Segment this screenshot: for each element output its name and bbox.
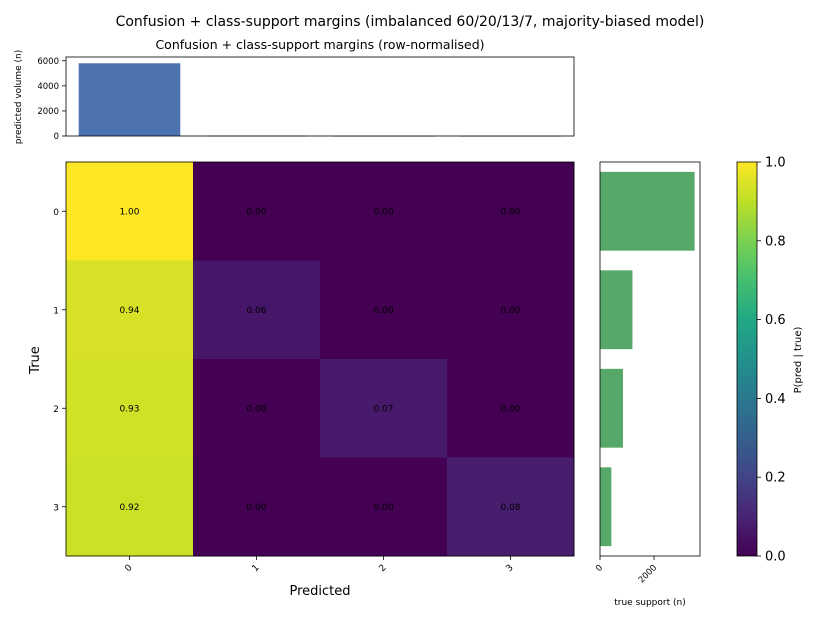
right-bar-chart: 0 2000 true support (n) (594, 161, 701, 608)
colorbar-tick-label: 0.6 (765, 313, 786, 328)
right-bar-3 (600, 467, 612, 547)
heatmap-value-label: 1.00 (119, 207, 139, 217)
y-tick-label: 0 (53, 208, 59, 218)
heatmap-value-label: 0.00 (373, 207, 393, 217)
right-bar-1 (600, 270, 633, 350)
heatmap-cell-2-0 (66, 359, 194, 458)
top-bar-chart: 0 2000 4000 6000 predicted volume (n) (14, 50, 575, 144)
heatmap-cell-0-1 (193, 162, 321, 261)
heatmap-ylabel: True (28, 346, 43, 375)
heatmap-cell-2-3 (447, 359, 575, 458)
heatmap-xlabel: Predicted (289, 584, 350, 599)
colorbar-tick-label: 0.2 (765, 471, 786, 486)
heatmap-value-label: 0.00 (373, 503, 393, 513)
right-bar-xlabel: true support (n) (614, 598, 685, 608)
heatmap-cell-1-0 (66, 260, 194, 360)
heatmap-value-label: 0.07 (373, 404, 393, 414)
colorbar-tick-label: 0.8 (765, 234, 786, 249)
heatmap-cell-0-2 (320, 162, 448, 261)
heatmap-cell-3-3 (447, 457, 575, 557)
x-tick-label: 0 (123, 563, 134, 574)
heatmap-value-label: 0.00 (500, 404, 520, 414)
heatmap-cell-2-1 (193, 359, 321, 458)
right-bar-0 (600, 171, 695, 251)
heatmap-value-label: 0.00 (246, 207, 266, 217)
heatmap-cell-0-0 (66, 162, 194, 261)
heatmap-value-label: 0.93 (119, 404, 139, 414)
colorbar-tick-label: 1.0 (765, 156, 786, 171)
heatmap-cell-0-3 (447, 162, 575, 261)
heatmap-frame (65, 161, 575, 557)
colorbar-gradient (736, 161, 758, 557)
heatmap-cell-3-0 (66, 457, 194, 557)
colorbar-tick-label: 0.0 (765, 550, 786, 565)
heatmap-value-label: 0.94 (119, 306, 139, 316)
heatmap-value-label: 0.00 (246, 503, 266, 513)
heatmap-value-label: 0.00 (500, 207, 520, 217)
y-tick-label: 3 (53, 503, 59, 513)
heatmap-value-label: 0.08 (500, 503, 520, 513)
top-bar-ylabel: predicted volume (n) (14, 50, 24, 144)
heatmap-cell-3-1 (193, 457, 321, 557)
right-x-tick-label: 2000 (637, 563, 659, 585)
colorbar-tick-label: 0.4 (765, 392, 786, 407)
x-tick-label: 2 (377, 563, 388, 574)
y-tick-label: 2 (53, 405, 59, 415)
heatmap-value-label: 0.00 (500, 306, 520, 316)
heatmap-value-label: 0.00 (373, 306, 393, 316)
top-y-tick-label: 0 (54, 132, 59, 142)
right-bar-2 (600, 368, 623, 448)
top-bar-frame (65, 56, 575, 137)
colorbar: 0.0 0.2 0.4 0.6 0.8 1.0 P(pred | true) (736, 156, 804, 565)
right-x-tick-label: 0 (594, 563, 605, 574)
heatmap-value-label: 0.92 (119, 503, 139, 513)
heatmap-cell-2-2 (320, 359, 448, 458)
top-y-tick-label: 2000 (37, 107, 59, 117)
x-tick-label: 3 (504, 563, 515, 574)
figure-title: Confusion + class-support margins (row-n… (155, 37, 484, 52)
heatmap-cell-1-2 (320, 260, 448, 360)
confusion-heatmap: 1.00 0.00 0.00 0.00 0.94 0.06 0.00 0.00 0.93 0.00… (28, 161, 575, 599)
right-bar-frame (599, 161, 701, 557)
top-y-tick-label: 4000 (37, 82, 59, 92)
heatmap-cell-1-1 (193, 260, 321, 360)
y-tick-label: 1 (53, 306, 59, 316)
top-y-tick-label: 6000 (37, 57, 59, 67)
heatmap-value-label: 0.06 (246, 306, 266, 316)
top-bar-0 (78, 63, 181, 137)
figure-suptitle: Confusion + class-support margins (imbal… (116, 14, 705, 30)
heatmap-cell-1-3 (447, 260, 575, 360)
heatmap-cell-3-2 (320, 457, 448, 557)
x-tick-label: 1 (250, 563, 261, 574)
heatmap-value-label: 0.00 (246, 404, 266, 414)
colorbar-label: P(pred | true) (793, 326, 804, 393)
